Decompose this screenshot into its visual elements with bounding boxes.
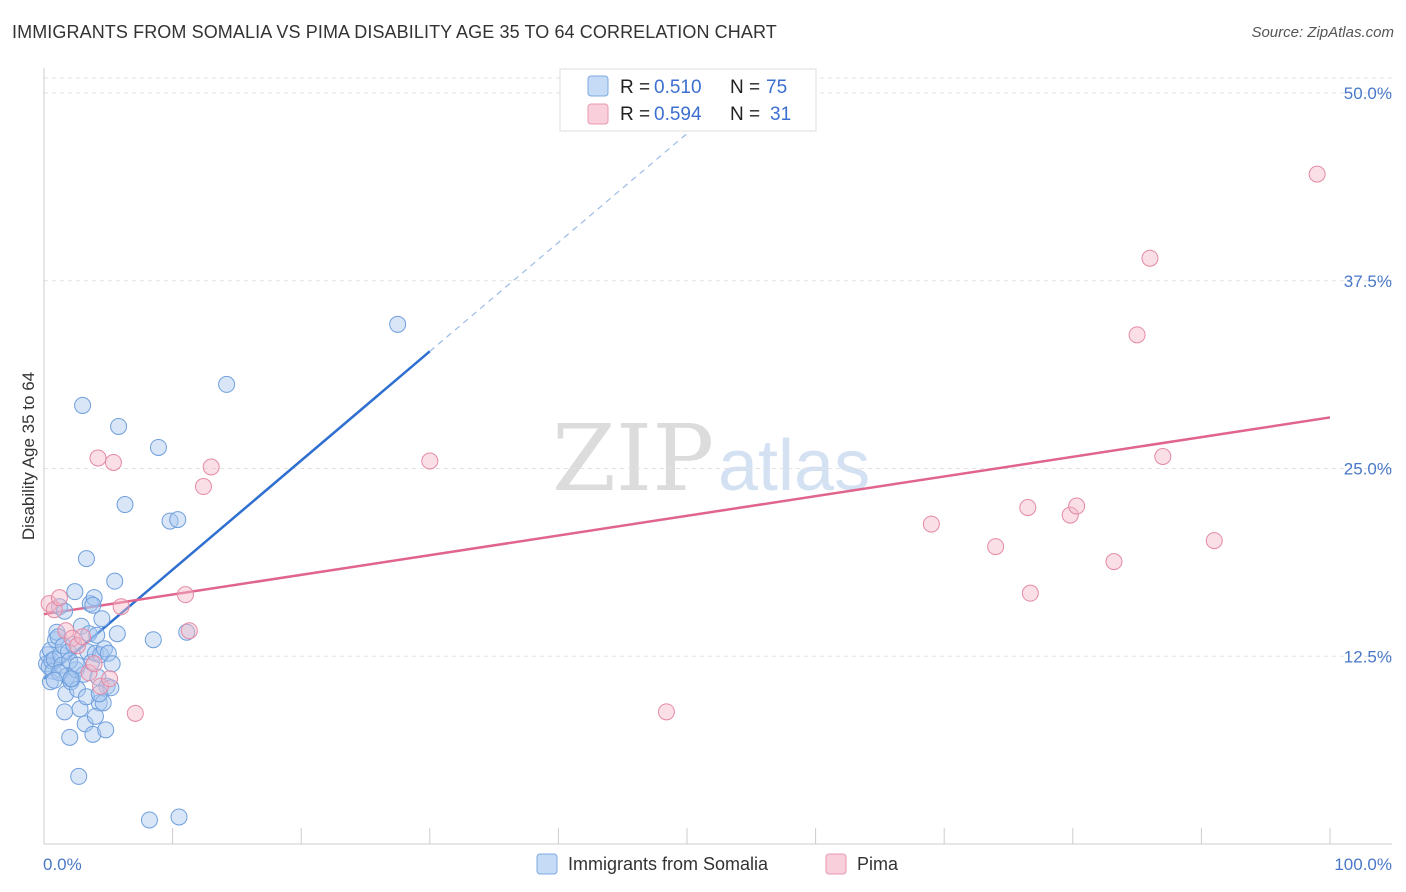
point-pima <box>987 538 1005 556</box>
trend-line-somalia-extension <box>429 133 688 352</box>
legend-n-value-1: 75 <box>766 77 787 98</box>
point-somalia <box>84 725 102 743</box>
point-pima <box>1154 447 1172 465</box>
point-somalia <box>110 417 128 435</box>
point-somalia <box>389 315 407 333</box>
point-somalia <box>45 671 63 689</box>
watermark-zip: ZIP <box>552 405 714 512</box>
legend-r-label-2: R = <box>620 104 650 125</box>
point-pima <box>1021 584 1039 602</box>
point-somalia <box>140 811 158 829</box>
watermark-atlas: atlas <box>718 426 870 506</box>
point-somalia <box>70 767 88 785</box>
point-pima <box>421 452 439 470</box>
point-pima <box>1308 165 1326 183</box>
point-somalia <box>103 655 121 673</box>
point-pima <box>80 664 98 682</box>
point-pima <box>657 703 675 721</box>
point-pima <box>922 515 940 533</box>
point-pima <box>74 628 92 646</box>
point-somalia <box>86 707 104 725</box>
point-somalia <box>62 670 80 688</box>
point-somalia <box>61 728 79 746</box>
point-pima <box>1141 249 1159 267</box>
point-pima <box>101 670 119 688</box>
y-tick-label: 12.5% <box>1344 647 1392 666</box>
point-pima <box>89 449 107 467</box>
bottom-legend-label-somalia: Immigrants from Somalia <box>568 854 769 874</box>
point-pima <box>1061 506 1079 524</box>
legend-swatch-somalia <box>587 75 609 97</box>
point-somalia <box>178 623 196 641</box>
point-somalia <box>88 626 106 644</box>
legend-r-value-2: 0.594 <box>654 104 702 125</box>
point-pima <box>1128 326 1146 344</box>
legend-n-value-2: 31 <box>770 104 791 125</box>
point-pima <box>104 454 122 472</box>
point-pima <box>112 598 130 616</box>
bottom-legend-swatch-somalia <box>536 853 558 875</box>
data-points <box>38 165 1326 829</box>
point-somalia <box>84 596 102 614</box>
point-pima <box>1019 499 1037 517</box>
point-somalia <box>169 511 187 529</box>
point-somalia <box>77 550 95 568</box>
point-pima <box>1068 497 1086 515</box>
y-tick-labels: 12.5% 25.0% 37.5% 50.0% <box>1344 84 1392 666</box>
point-somalia <box>97 721 115 739</box>
point-pima <box>50 589 68 607</box>
point-somalia <box>56 703 74 721</box>
legend: R = 0.510 N = 75 R = 0.594 N = 31 <box>559 68 817 132</box>
bottom-legend: Immigrants from Somalia Pima <box>536 853 899 875</box>
point-somalia <box>106 572 124 590</box>
chart-title: IMMIGRANTS FROM SOMALIA VS PIMA DISABILI… <box>12 22 777 42</box>
legend-n-label-2: N = <box>730 104 760 125</box>
x-tick-label-min: 0.0% <box>43 855 82 874</box>
point-somalia <box>116 496 134 514</box>
point-somalia <box>77 688 95 706</box>
legend-r-label-1: R = <box>620 77 650 98</box>
point-somalia <box>99 644 117 662</box>
point-pima <box>126 704 144 722</box>
point-pima <box>194 478 212 496</box>
point-pima <box>176 586 194 604</box>
point-somalia <box>108 625 126 643</box>
y-tick-label: 25.0% <box>1344 460 1392 479</box>
source-label: Source: ZipAtlas.com <box>1251 24 1394 41</box>
point-somalia <box>144 631 162 649</box>
trend-line-pima <box>43 416 1331 616</box>
y-axis-label: Disability Age 35 to 64 <box>19 372 38 540</box>
point-pima <box>68 637 86 655</box>
bottom-legend-label-pima: Pima <box>857 854 899 874</box>
point-somalia <box>66 583 84 601</box>
legend-r-value-1: 0.510 <box>654 77 702 98</box>
point-pima <box>180 622 198 640</box>
bottom-legend-swatch-pima <box>825 853 847 875</box>
point-pima <box>85 655 103 673</box>
axes <box>43 68 1392 845</box>
point-somalia <box>74 396 92 414</box>
y-tick-label: 50.0% <box>1344 84 1392 103</box>
grid-lines <box>44 77 1392 657</box>
y-tick-label: 37.5% <box>1344 272 1392 291</box>
legend-swatch-pima <box>587 103 609 125</box>
legend-n-label-1: N = <box>730 77 760 98</box>
point-somalia <box>93 610 111 628</box>
point-somalia <box>94 694 112 712</box>
point-somalia <box>50 598 68 616</box>
x-tick-label-max: 100.0% <box>1334 855 1392 874</box>
point-pima <box>202 458 220 476</box>
point-somalia <box>149 438 167 456</box>
point-somalia <box>170 808 188 826</box>
point-pima <box>1105 553 1123 571</box>
point-pima <box>1205 532 1223 550</box>
point-somalia <box>218 375 236 393</box>
